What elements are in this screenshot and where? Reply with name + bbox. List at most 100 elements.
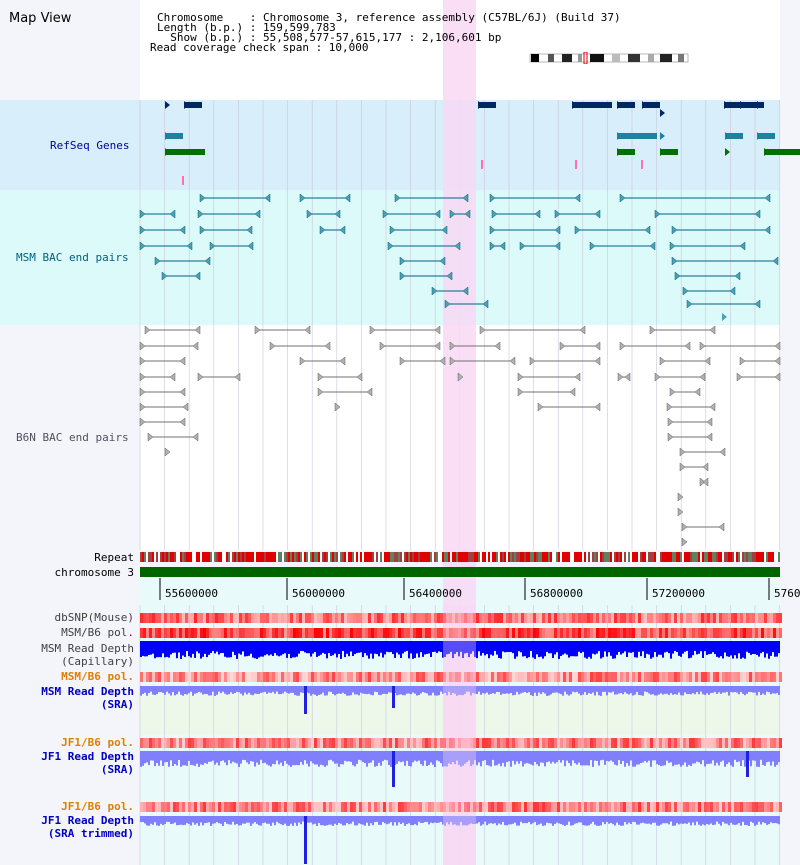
depth-bar (640, 751, 642, 764)
repeat-block (652, 552, 654, 562)
heat-cell (170, 613, 173, 623)
depth-bar (256, 751, 258, 763)
heat-cell (503, 613, 506, 623)
depth-bar (344, 686, 346, 695)
heat-cell (206, 738, 209, 748)
depth-bar (772, 751, 774, 762)
heat-cell (326, 613, 329, 623)
heat-cell (572, 628, 575, 638)
depth-bar (602, 751, 604, 760)
depth-bar (556, 686, 558, 693)
bac-end-arrow (431, 286, 438, 296)
repeat-block (154, 552, 156, 562)
repeat-block (252, 552, 254, 562)
heat-cell (671, 628, 674, 638)
depth-bar (766, 816, 768, 825)
gene-strand-arrow (165, 101, 170, 109)
depth-bar (612, 641, 614, 659)
heat-cell (491, 738, 494, 748)
heat-cell (638, 628, 641, 638)
depth-bar (178, 686, 180, 692)
depth-bar (398, 816, 400, 823)
repeat-block (582, 552, 584, 562)
heat-cell (506, 738, 509, 748)
heat-cell (215, 802, 218, 812)
heat-cell (545, 802, 548, 812)
depth-bar (332, 751, 334, 762)
depth-bar (150, 816, 152, 824)
heat-cell (743, 613, 746, 623)
depth-bar (284, 751, 286, 761)
bac-end-arrow (344, 193, 351, 203)
repeat-block (402, 552, 404, 562)
depth-bar (368, 686, 370, 694)
depth-bar (362, 751, 364, 763)
depth-bar (672, 751, 674, 767)
depth-bar (258, 816, 260, 826)
gene-strand-arrow (617, 148, 622, 156)
depth-bar (578, 686, 580, 694)
repeat-block (698, 552, 700, 562)
refseq-gene (757, 133, 775, 139)
depth-bar (438, 641, 440, 652)
heat-cell (227, 738, 230, 748)
heat-cell (434, 628, 437, 638)
heat-cell (236, 613, 239, 623)
chromosome-ideogram[interactable] (528, 52, 690, 64)
depth-bar (514, 641, 516, 659)
depth-bar (406, 686, 408, 694)
repeat-block (636, 552, 638, 562)
depth-bar (380, 641, 382, 653)
repeat-block (210, 552, 212, 562)
depth-bar (710, 751, 712, 764)
depth-bar (308, 641, 310, 654)
heat-cell (302, 738, 305, 748)
heat-cell (392, 613, 395, 623)
heat-cell (209, 613, 212, 623)
heat-cell (374, 613, 377, 623)
track-label-b6n-bac-end-pairs[interactable]: B6N BAC end pairs (16, 431, 129, 444)
depth-bar (236, 686, 238, 692)
heat-cell (293, 738, 296, 748)
repeat-block (588, 552, 590, 562)
heat-cell (392, 672, 395, 682)
repeat-block (472, 552, 474, 562)
depth-bar (332, 816, 334, 826)
heat-cell (206, 802, 209, 812)
heat-cell (365, 628, 368, 638)
track-label-msm-bac-end-pairs[interactable]: MSM BAC end pairs (16, 251, 129, 264)
bac-end-arrow (494, 341, 501, 351)
heat-cell (242, 802, 245, 812)
depth-bar (244, 686, 246, 693)
repeat-block (744, 552, 746, 562)
depth-bar (718, 641, 720, 658)
repeat-block (298, 552, 300, 562)
heat-cell (302, 628, 305, 638)
depth-bar (668, 641, 670, 654)
bac-end-arrow (399, 356, 406, 366)
heat-cell (224, 628, 227, 638)
depth-bar (366, 816, 368, 823)
depth-bar (680, 751, 682, 767)
heat-cell (440, 613, 443, 623)
depth-bar (532, 816, 534, 824)
depth-bar (204, 816, 206, 824)
heat-cell (464, 672, 467, 682)
heat-cell (665, 672, 668, 682)
heat-cell (725, 738, 728, 748)
depth-bar (216, 686, 218, 695)
depth-bar (556, 751, 558, 763)
bac-end-arrow (624, 372, 631, 382)
depth-bar (274, 686, 276, 694)
depth-bar (408, 641, 410, 659)
heat-cell (467, 613, 470, 623)
depth-bar (336, 751, 338, 764)
depth-bar (322, 641, 324, 653)
track-label-refseq-genes[interactable]: RefSeq Genes (50, 139, 130, 152)
heat-cell (485, 613, 488, 623)
heat-cell (347, 672, 350, 682)
depth-bar (174, 686, 176, 696)
depth-bar (152, 641, 154, 654)
depth-bar (302, 816, 304, 822)
